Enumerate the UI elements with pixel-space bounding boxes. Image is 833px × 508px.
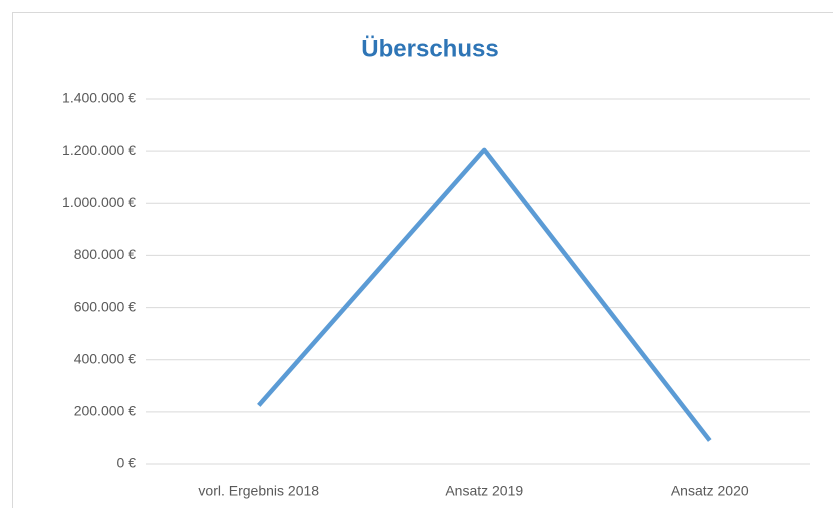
x-tick-label: vorl. Ergebnis 2018 xyxy=(198,483,319,499)
y-tick-label: 200.000 € xyxy=(74,403,136,419)
y-tick-label: 1.400.000 € xyxy=(62,90,136,106)
y-tick-label: 0 € xyxy=(117,455,137,471)
x-tick-label: Ansatz 2019 xyxy=(445,483,523,499)
y-tick-label: 1.000.000 € xyxy=(62,194,136,210)
y-tick-label: 800.000 € xyxy=(74,246,136,262)
y-tick-label: 400.000 € xyxy=(74,350,136,366)
line-series xyxy=(257,147,712,442)
y-tick-label: 1.200.000 € xyxy=(62,142,136,158)
chart-title: Überschuss xyxy=(361,35,498,62)
x-tick-label: Ansatz 2020 xyxy=(671,483,749,499)
y-tick-label: 600.000 € xyxy=(74,298,136,314)
